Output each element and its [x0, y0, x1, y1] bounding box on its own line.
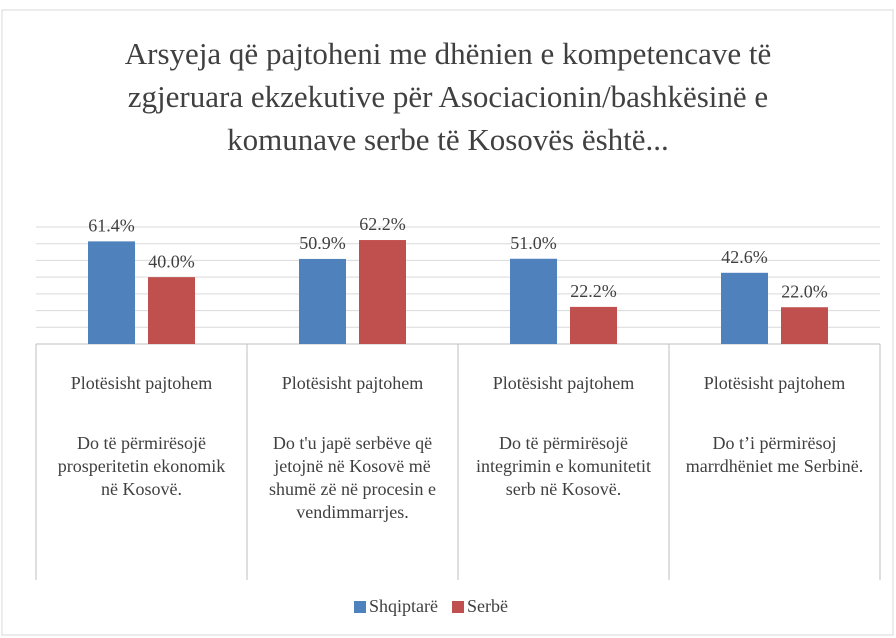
- x-tick-label: Do të përmirësojë integrimin e komunitet…: [476, 433, 651, 499]
- bar: [299, 258, 346, 344]
- data-label: 61.4%: [88, 215, 135, 235]
- category-group-label: Plotësisht pajtohem: [703, 373, 846, 393]
- x-tick-label: Do t'u japë serbëve që jetojnë në Kosovë…: [269, 433, 436, 522]
- bar: [721, 272, 768, 344]
- data-label: 62.2%: [359, 214, 406, 234]
- legend-swatch: [452, 601, 464, 613]
- bar: [148, 277, 195, 344]
- bar: [359, 240, 406, 344]
- category-group-label: Plotësisht pajtohem: [281, 373, 424, 393]
- bar: [781, 307, 828, 344]
- bar: [88, 241, 135, 344]
- legend-label: Shqiptarë: [369, 596, 438, 616]
- data-label: 40.0%: [148, 251, 195, 271]
- data-label: 22.0%: [781, 281, 828, 301]
- bar: [570, 306, 617, 344]
- legend-swatch: [354, 601, 366, 613]
- data-label: 51.0%: [510, 233, 557, 253]
- legend-label: Serbë: [467, 596, 508, 616]
- chart-title: Arsyeja që pajtoheni me dhënien e kompet…: [124, 36, 772, 157]
- x-tick-label: Do t’i përmirësoj marrdhëniet me Serbinë…: [685, 433, 864, 476]
- category-group-label: Plotësisht pajtohem: [70, 373, 213, 393]
- data-label: 50.9%: [299, 233, 346, 253]
- bar: [510, 258, 557, 344]
- data-label: 22.2%: [570, 281, 617, 301]
- data-label: 42.6%: [721, 247, 768, 267]
- category-group-label: Plotësisht pajtohem: [492, 373, 635, 393]
- x-tick-label: Do të përmirësojë prosperitetin ekonomik…: [57, 433, 226, 499]
